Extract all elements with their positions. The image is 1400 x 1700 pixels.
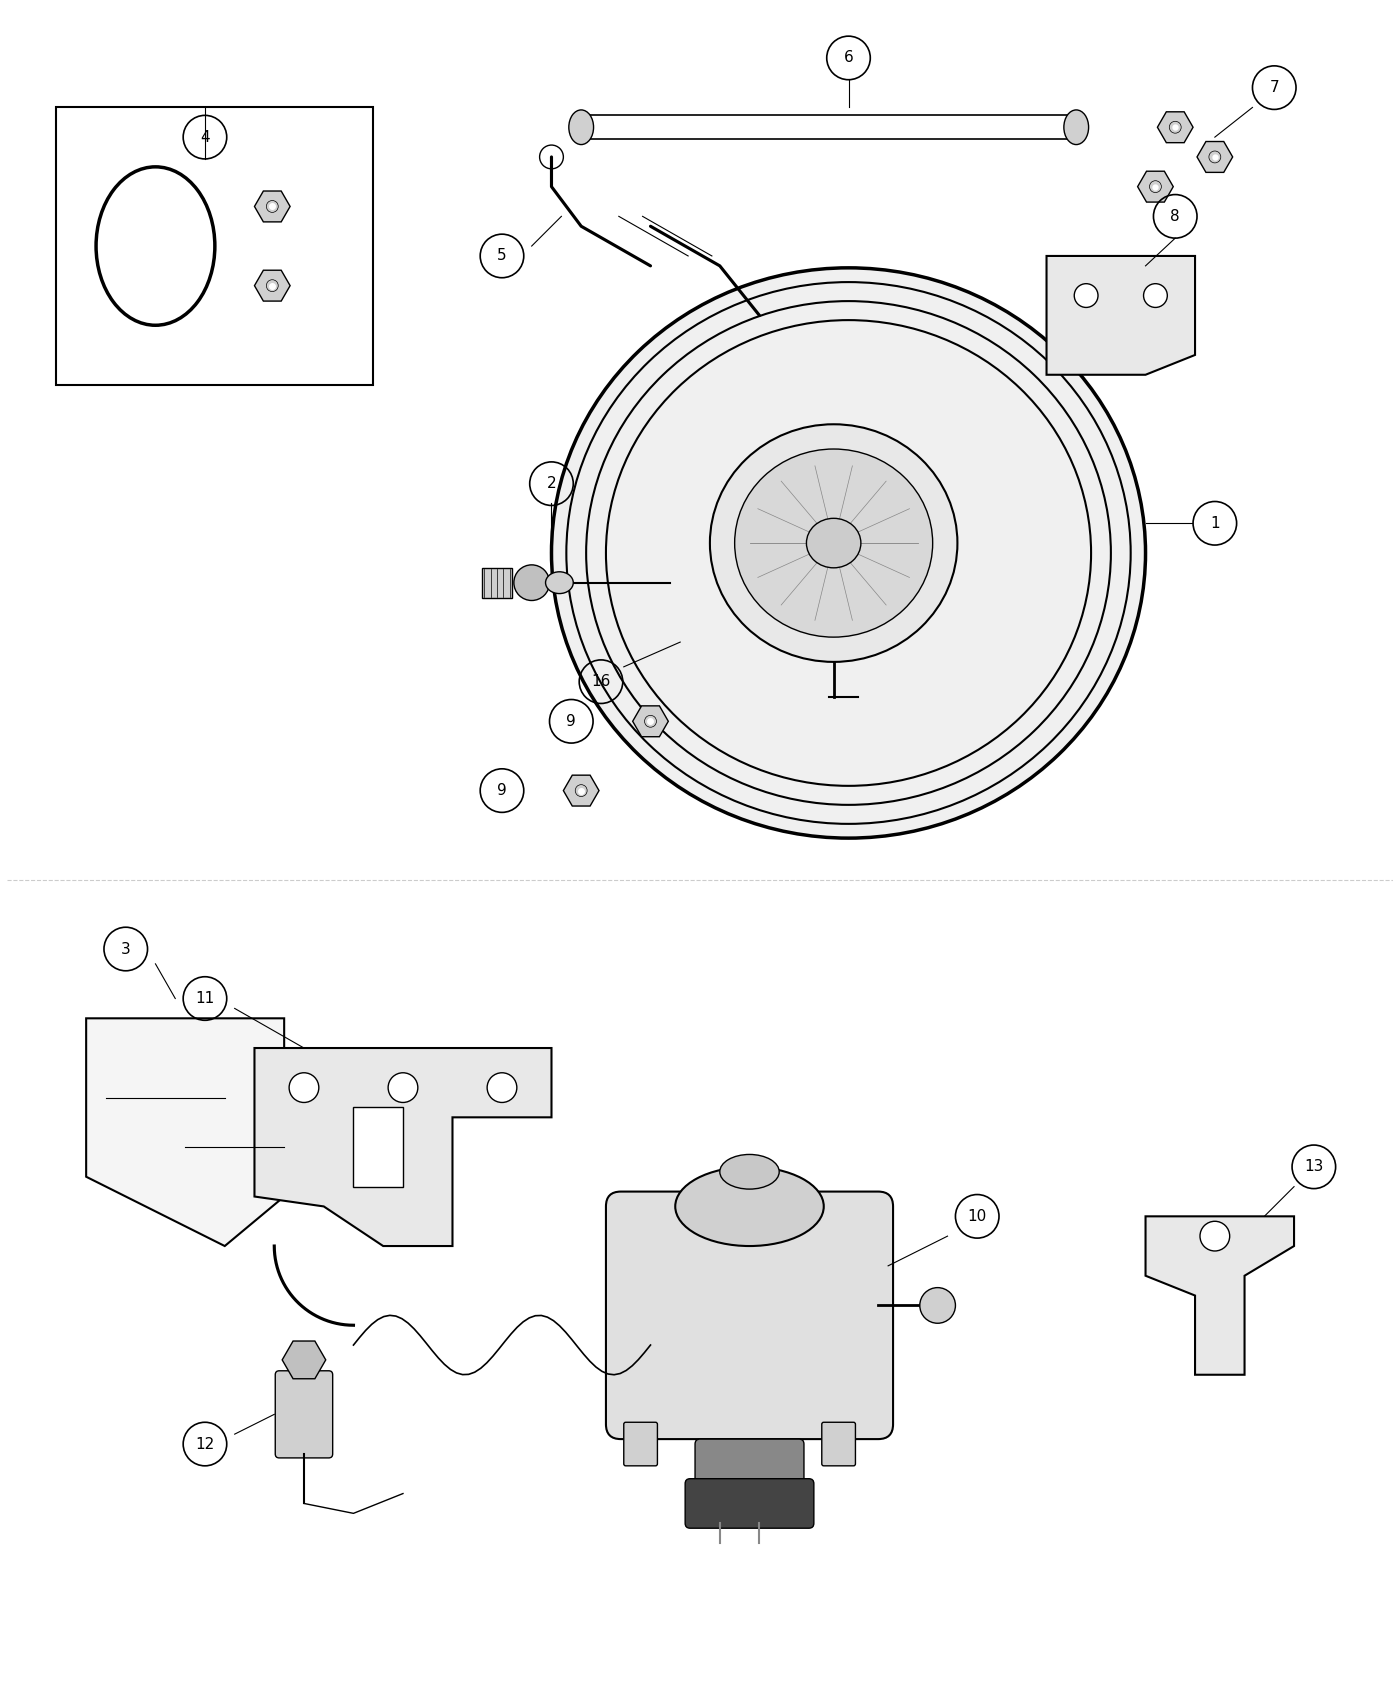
FancyBboxPatch shape (276, 1370, 333, 1459)
Circle shape (1144, 284, 1168, 308)
Circle shape (487, 1073, 517, 1103)
Text: 3: 3 (120, 942, 130, 957)
Bar (353, 1107, 403, 1187)
FancyBboxPatch shape (822, 1423, 855, 1465)
Polygon shape (1047, 257, 1196, 374)
Ellipse shape (552, 269, 1145, 838)
FancyBboxPatch shape (606, 1192, 893, 1440)
Polygon shape (1158, 112, 1193, 143)
Polygon shape (87, 1018, 284, 1246)
Text: 5: 5 (497, 248, 507, 264)
Polygon shape (255, 270, 290, 301)
Ellipse shape (546, 571, 573, 593)
Text: 7: 7 (1270, 80, 1280, 95)
Polygon shape (1145, 1216, 1294, 1375)
FancyBboxPatch shape (624, 1423, 658, 1465)
Ellipse shape (1064, 110, 1089, 144)
Text: 12: 12 (196, 1436, 214, 1452)
Polygon shape (633, 706, 668, 736)
Ellipse shape (735, 449, 932, 638)
Text: 9: 9 (497, 784, 507, 797)
Text: 1: 1 (1210, 515, 1219, 530)
Circle shape (290, 1073, 319, 1103)
Text: 10: 10 (967, 1209, 987, 1224)
Polygon shape (482, 568, 512, 597)
Polygon shape (1138, 172, 1173, 202)
Ellipse shape (806, 518, 861, 568)
FancyBboxPatch shape (685, 1479, 813, 1528)
Polygon shape (255, 1047, 552, 1246)
Circle shape (920, 1287, 955, 1323)
Text: 8: 8 (1170, 209, 1180, 224)
Polygon shape (283, 1341, 326, 1379)
Ellipse shape (720, 1154, 780, 1188)
Ellipse shape (675, 1166, 823, 1246)
Circle shape (514, 564, 550, 600)
Circle shape (388, 1073, 417, 1103)
Polygon shape (255, 190, 290, 223)
Ellipse shape (710, 425, 958, 661)
FancyBboxPatch shape (694, 1440, 804, 1489)
Text: 13: 13 (1305, 1159, 1323, 1175)
Bar (56, 107, 374, 384)
Text: 6: 6 (844, 51, 854, 65)
Text: 9: 9 (567, 714, 577, 729)
Text: 2: 2 (546, 476, 556, 491)
Circle shape (1074, 284, 1098, 308)
Ellipse shape (568, 110, 594, 144)
Text: 16: 16 (591, 675, 610, 688)
Polygon shape (563, 775, 599, 806)
Text: 4: 4 (200, 129, 210, 144)
Text: 11: 11 (196, 991, 214, 1006)
Circle shape (1200, 1221, 1229, 1251)
Polygon shape (1197, 141, 1232, 172)
